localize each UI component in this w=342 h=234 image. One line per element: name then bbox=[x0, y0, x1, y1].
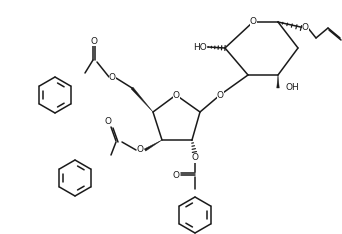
Text: O: O bbox=[302, 23, 308, 33]
Polygon shape bbox=[277, 75, 279, 88]
Text: O: O bbox=[91, 37, 97, 45]
Text: O: O bbox=[136, 146, 144, 154]
Text: O: O bbox=[108, 73, 116, 83]
Text: OH: OH bbox=[286, 84, 300, 92]
Text: O: O bbox=[172, 171, 180, 179]
Text: O: O bbox=[105, 117, 111, 125]
Text: O: O bbox=[216, 91, 224, 99]
Polygon shape bbox=[131, 87, 153, 112]
Text: O: O bbox=[192, 154, 198, 162]
Text: O: O bbox=[172, 91, 180, 99]
Text: HO: HO bbox=[193, 43, 207, 51]
Polygon shape bbox=[144, 140, 162, 151]
Text: O: O bbox=[250, 17, 256, 26]
